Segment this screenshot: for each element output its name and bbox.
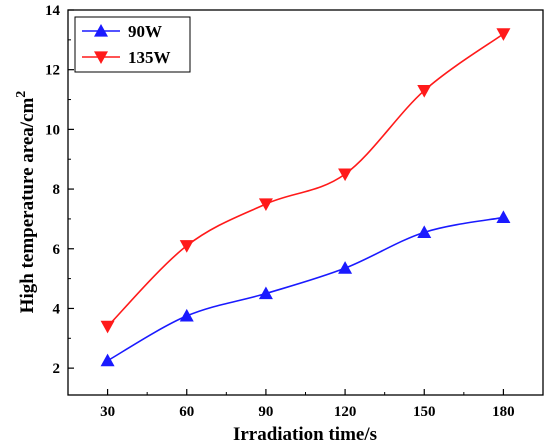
data-point-135w-180	[496, 28, 511, 41]
data-point-135w-60	[179, 240, 194, 253]
legend-marker-135w	[94, 51, 108, 64]
y-axis-ticks: 2 4 6 8 10 12 14	[45, 3, 74, 377]
y-tick-label-8: 8	[53, 182, 61, 198]
data-point-90w-180	[496, 210, 511, 224]
legend: 90W 135W	[74, 16, 191, 73]
legend-label-90w: 90W	[128, 22, 162, 41]
x-axis-ticks: 30 60 90 120 150 180	[100, 389, 515, 420]
x-tick-label-180: 180	[492, 404, 515, 420]
data-point-135w-30	[100, 320, 115, 334]
data-point-135w-120	[338, 168, 353, 182]
x-tick-label-60: 60	[179, 404, 194, 420]
y-axis-title: High temperature area/cm2	[14, 91, 38, 314]
data-point-90w-60	[179, 308, 194, 322]
legend-marker-90w	[94, 24, 108, 37]
x-axis-title: Irradiation time/s	[233, 424, 377, 445]
data-point-135w-150	[417, 84, 432, 98]
y-tick-label-2: 2	[53, 361, 61, 377]
series-layer	[100, 28, 511, 367]
y-tick-label-4: 4	[53, 301, 61, 317]
data-point-90w-150	[417, 225, 432, 238]
data-point-135w-90	[258, 198, 273, 211]
data-point-90w-30	[100, 353, 115, 367]
x-tick-label-90: 90	[258, 404, 273, 420]
x-tick-label-150: 150	[413, 404, 436, 420]
legend-box	[74, 16, 191, 73]
data-point-90w-90	[258, 286, 273, 300]
series-line-135w	[107, 33, 504, 327]
y-tick-label-12: 12	[45, 63, 60, 79]
data-point-90w-120	[338, 261, 353, 274]
x-tick-label-30: 30	[100, 404, 115, 420]
y-tick-label-6: 6	[53, 242, 61, 258]
series-line-90w	[107, 216, 504, 362]
legend-label-135w: 135W	[128, 48, 171, 67]
y-axis-title-text: High temperature area/cm	[17, 98, 38, 314]
y-axis-title-superscript: 2	[14, 91, 29, 98]
y-tick-label-10: 10	[45, 122, 60, 138]
y-tick-label-14: 14	[45, 3, 61, 19]
x-tick-label-120: 120	[334, 404, 357, 420]
